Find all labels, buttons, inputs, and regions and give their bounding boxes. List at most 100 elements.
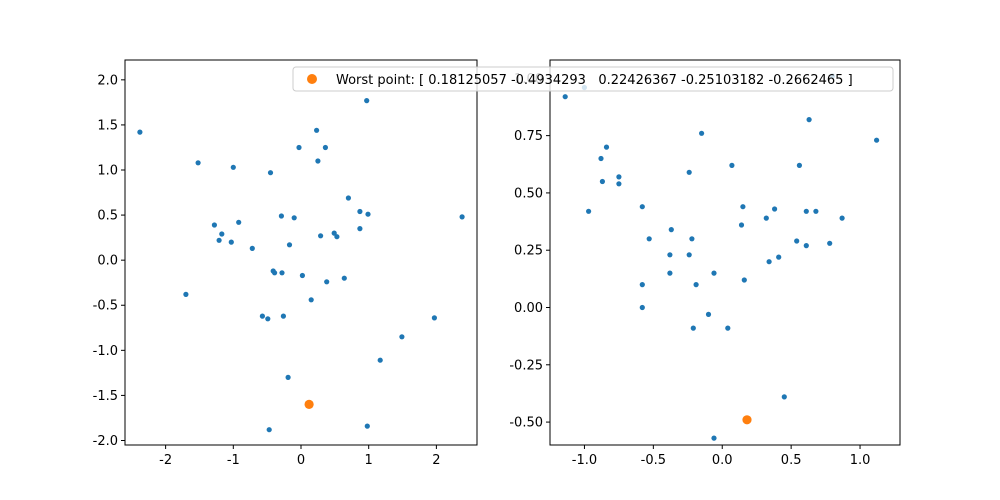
scatter-point [278,213,284,219]
scatter-point [137,129,143,135]
scatter-point [324,279,330,285]
worst-point-marker [304,399,314,409]
scatter-point [365,211,371,217]
scatter-point [259,313,265,319]
y-tick-label: -1.5 [93,389,118,404]
y-tick-label: -2.0 [93,434,118,449]
scatter-point [599,178,606,185]
scatter-point [729,162,735,168]
scatter-point [285,374,291,380]
scatter-point [364,98,370,104]
scatter-point [646,236,652,242]
y-tick-label: 0.0 [97,254,118,269]
scatter-point [598,155,604,162]
right-scatter-panel: -1.0 -0.5 0.0 0.5 1.0 -0.50 -0.25 0.00 0.25 0.50 0… [509,59,901,468]
legend: Worst point: [ 0.18125057 -0.4934293 0.2… [292,66,894,92]
left-scatter-panel: -2 -1 0 1 2 -2.0 -1.5 -1.0 -0.5 0.0 0.5 1.0 1.5 2.0 [93,59,478,468]
scatter-point [249,245,255,251]
scatter-point [616,181,622,187]
scatter-point [562,94,568,100]
scatter-point [286,242,293,248]
scatter-point [803,243,809,249]
scatter-point [236,219,242,225]
scatter-point [741,277,747,283]
scatter-point [711,270,717,276]
legend-label: Worst point: [ 0.18125057 -0.4934293 0.2… [336,73,853,88]
scatter-point [803,208,809,214]
scatter-point [431,315,437,321]
y-tick-label: -1.0 [93,344,118,359]
scatter-point [639,204,645,210]
scatter-point [693,282,699,288]
y-tick-label: 1.5 [97,118,118,133]
x-tick-label: 0.5 [781,453,802,468]
scatter-point [763,215,769,221]
x-tick-label: 0.0 [712,453,733,468]
legend-worst-point-marker [307,74,317,84]
scatter-point [794,238,800,244]
x-tick-label: 1.0 [850,453,871,468]
y-tick-label: 1.0 [97,164,118,179]
scatter-point [399,334,405,340]
scatter-point [586,208,592,214]
scatter-point [299,272,305,279]
scatter-point [668,227,674,233]
scatter-point [314,127,320,133]
scatter-point [265,316,271,322]
scatter-point [364,423,370,429]
scatter-point [334,234,340,240]
scatter-point [291,215,297,221]
y-tick-label: 0.50 [514,186,543,201]
worst-point-marker [742,415,752,425]
scatter-point [195,160,201,166]
scatter-point [874,137,880,143]
scatter-point [315,158,321,164]
x-tick-label: 1 [365,453,373,468]
scatter-point [827,240,833,246]
scatter-point [228,239,234,245]
scatter-point [280,313,286,319]
y-tick-label: -0.25 [509,358,543,373]
legend-box [292,66,894,92]
scatter-point [772,206,778,212]
scatter-point [219,231,225,237]
x-tick-label: -2 [159,453,172,468]
x-tick-label: -1.0 [572,453,597,468]
scatter-point [639,282,645,288]
scatter-point [183,291,189,297]
scatter-point [686,252,692,258]
scatter-point [690,325,696,331]
scatter-point [377,357,383,363]
scatter-point [766,259,772,265]
scatter-point [796,162,803,168]
scatter-point [357,226,363,232]
scatter-point [266,427,272,433]
scatter-point [331,230,337,236]
scatter-point [699,130,705,136]
scatter-point [308,297,314,303]
x-tick-label: 2 [432,453,440,468]
scatter-point [603,144,610,150]
scatter-point [667,252,673,258]
scatter-point [230,164,236,170]
scatter-point [322,144,328,151]
scatter-point [813,208,819,214]
scatter-point [686,169,692,175]
scatter-point [711,435,717,441]
scatter-point [705,311,712,317]
y-tick-label: 0.5 [97,209,118,224]
scatter-point [740,204,746,210]
scatter-point [725,325,731,331]
y-tick-label: 0.00 [514,301,543,316]
scatter-point [689,236,695,242]
scatter-point [296,144,302,151]
scatter-point [639,304,645,311]
x-tick-label: -1 [227,453,240,468]
axes-frame [549,59,901,446]
y-tick-label: 2.0 [97,73,118,88]
scatter-point [318,233,324,239]
scatter-point [267,170,274,176]
scatter-point [616,174,622,180]
scatter-point [667,270,673,276]
